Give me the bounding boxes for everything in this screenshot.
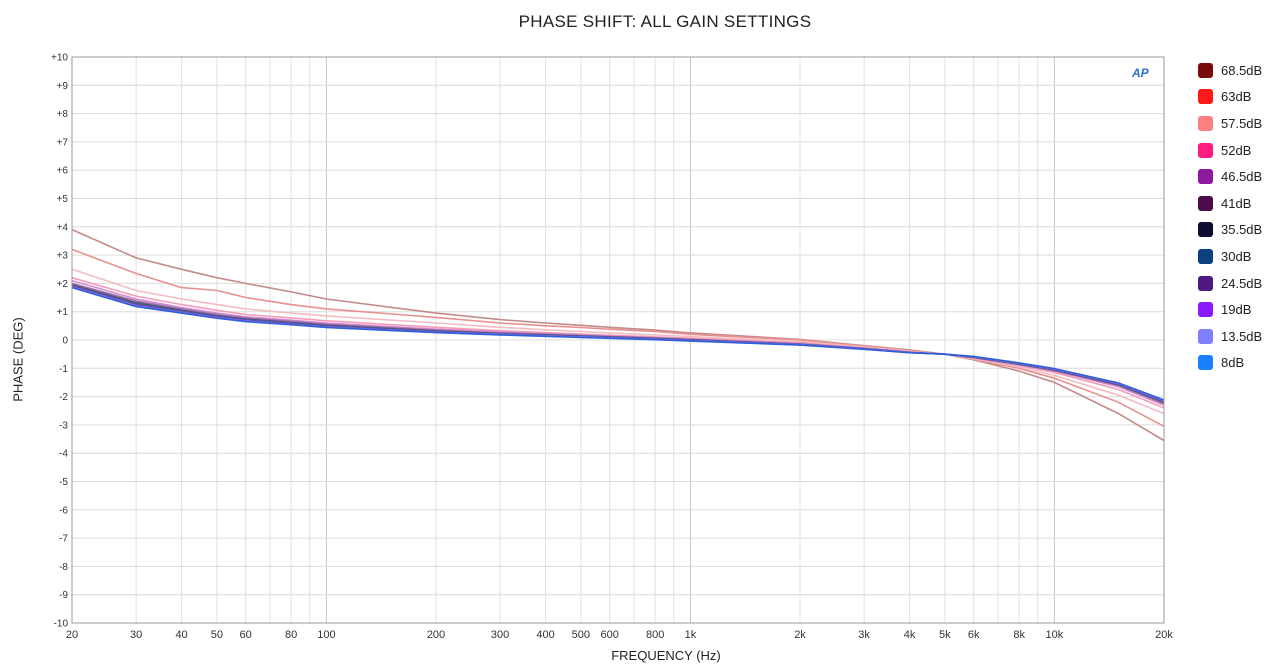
y-tick-label: -9 (59, 590, 68, 601)
y-tick-label: +3 (57, 251, 69, 262)
legend-item[interactable]: 13.5dB (1198, 323, 1274, 350)
x-tick-label: 8k (1013, 629, 1025, 641)
series-line-46.5dB (71, 279, 1165, 406)
x-tick-label: 50 (211, 629, 223, 641)
y-tick-label: -10 (54, 619, 69, 630)
legend-swatch (1198, 328, 1213, 344)
x-tick-label: 4k (904, 629, 916, 641)
legend-label: 30dB (1221, 248, 1252, 264)
x-tick-label: 200 (427, 629, 445, 641)
y-tick-label: +9 (57, 81, 69, 92)
legend-label: 52dB (1221, 142, 1252, 158)
series-line-30dB (71, 284, 1165, 403)
x-tick-label: 60 (240, 629, 252, 641)
x-tick-label: 600 (600, 629, 618, 641)
y-tick-label: +8 (57, 109, 69, 120)
legend-label: 46.5dB (1221, 169, 1263, 185)
x-tick-label: 400 (536, 629, 554, 641)
y-tick-label: 0 (62, 336, 68, 347)
y-tick-label: -6 (59, 505, 68, 516)
y-tick-label: +2 (57, 279, 69, 290)
legend-swatch (1198, 115, 1213, 131)
legend-swatch (1198, 302, 1213, 318)
legend: 68.5dB 63dB 57.5dB 52dB 46.5dB 41dB 35.5dB 30dB… (1198, 57, 1274, 376)
y-tick-label: -8 (59, 562, 68, 573)
x-tick-label: 30 (130, 629, 142, 641)
legend-swatch (1198, 195, 1213, 211)
legend-swatch (1198, 89, 1213, 105)
legend-swatch (1198, 169, 1213, 185)
x-tick-label: 1k (685, 629, 697, 641)
legend-item[interactable]: 41dB (1198, 190, 1274, 217)
legend-swatch (1198, 355, 1213, 371)
legend-swatch (1198, 62, 1213, 78)
y-tick-label: -5 (59, 477, 68, 488)
legend-item[interactable]: 30dB (1198, 243, 1274, 270)
x-tick-label: 2k (794, 629, 806, 641)
legend-swatch (1198, 222, 1213, 238)
y-tick-label: +10 (51, 53, 68, 64)
legend-swatch (1198, 142, 1213, 158)
tick-labels: +10+9+8+7+6+5+4+3+2+10-1-2-3-4-5-6-7-8-9… (51, 53, 1173, 642)
x-tick-label: 40 (175, 629, 187, 641)
y-tick-label: +1 (57, 307, 69, 318)
ap-logo: AP (1131, 66, 1150, 80)
y-tick-label: -3 (59, 420, 68, 431)
x-tick-label: 800 (646, 629, 664, 641)
legend-label: 35.5dB (1221, 222, 1263, 238)
x-tick-label: 20 (66, 629, 78, 641)
legend-item[interactable]: 52dB (1198, 137, 1274, 164)
x-tick-label: 3k (858, 629, 870, 641)
legend-label: 24.5dB (1221, 275, 1263, 291)
plot-frame (71, 56, 1165, 624)
y-tick-label: -2 (59, 392, 68, 403)
series-line-41dB (71, 282, 1165, 405)
legend-label: 19dB (1221, 302, 1252, 318)
series-line-68.5dB (71, 228, 1165, 442)
x-tick-label: 5k (939, 629, 951, 641)
x-tick-label: 500 (572, 629, 590, 641)
legend-label: 68.5dB (1221, 62, 1263, 78)
legend-item[interactable]: 19dB (1198, 296, 1274, 323)
series-lines (71, 228, 1165, 442)
x-tick-label: 100 (317, 629, 335, 641)
legend-label: 41dB (1221, 195, 1252, 211)
x-tick-label: 6k (968, 629, 980, 641)
series-line-19dB (71, 286, 1165, 402)
y-tick-label: -7 (59, 534, 68, 545)
series-line-52dB (71, 276, 1165, 409)
x-tick-label: 10k (1046, 629, 1064, 641)
y-tick-label: -4 (59, 449, 68, 460)
legend-label: 63dB (1221, 89, 1252, 105)
legend-item[interactable]: 8dB (1198, 350, 1274, 377)
series-line-24.5dB (71, 285, 1165, 402)
y-tick-label: +7 (57, 137, 69, 148)
y-tick-label: +6 (57, 166, 69, 177)
y-tick-label: +5 (57, 194, 69, 205)
y-tick-label: -1 (59, 364, 68, 375)
x-tick-label: 300 (491, 629, 509, 641)
legend-item[interactable]: 24.5dB (1198, 270, 1274, 297)
series-line-35.5dB (71, 284, 1165, 404)
x-tick-label: 80 (285, 629, 297, 641)
legend-swatch (1198, 275, 1213, 291)
series-line-8dB (71, 286, 1165, 401)
legend-item[interactable]: 46.5dB (1198, 163, 1274, 190)
legend-item[interactable]: 35.5dB (1198, 217, 1274, 244)
legend-item[interactable]: 57.5dB (1198, 110, 1274, 137)
x-tick-label: 20k (1155, 629, 1173, 641)
legend-label: 13.5dB (1221, 328, 1263, 344)
legend-label: 57.5dB (1221, 115, 1263, 131)
legend-item[interactable]: 68.5dB (1198, 57, 1274, 84)
legend-label: 8dB (1221, 355, 1245, 371)
y-tick-label: +4 (57, 222, 69, 233)
series-line-57.5dB (71, 268, 1165, 415)
x-axis-label: FREQUENCY (Hz) (611, 648, 721, 663)
legend-item[interactable]: 63dB (1198, 84, 1274, 111)
grid (71, 56, 1165, 624)
chart-title: PHASE SHIFT: ALL GAIN SETTINGS (518, 12, 812, 31)
legend-swatch (1198, 248, 1213, 264)
series-line-13.5dB (71, 286, 1165, 402)
